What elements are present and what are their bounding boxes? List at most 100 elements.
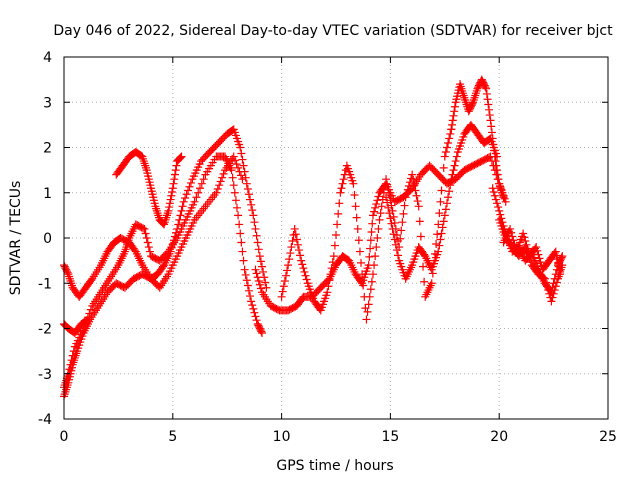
data-point bbox=[327, 264, 336, 273]
data-point bbox=[452, 152, 461, 161]
data-point bbox=[333, 220, 342, 229]
data-point bbox=[533, 246, 542, 255]
data-point bbox=[388, 224, 397, 233]
x-tick-label: 0 bbox=[60, 429, 69, 445]
data-point bbox=[428, 269, 437, 278]
data-point bbox=[409, 175, 418, 184]
data-point bbox=[240, 167, 249, 176]
data-point bbox=[404, 181, 413, 190]
data-point bbox=[496, 210, 505, 219]
data-point bbox=[521, 237, 530, 246]
data-point bbox=[382, 175, 391, 184]
data-point bbox=[184, 186, 193, 195]
data-point bbox=[366, 285, 375, 294]
data-point bbox=[250, 218, 259, 227]
data-point bbox=[228, 173, 237, 182]
data-point bbox=[434, 220, 443, 229]
x-tick-label: 10 bbox=[273, 429, 291, 445]
data-point bbox=[235, 220, 244, 229]
data-point bbox=[302, 275, 311, 284]
data-point bbox=[231, 196, 240, 205]
tick-labels: 0 5 10 15 20 25 -4 -3 -2 -1 0 1 2 3 4 bbox=[38, 50, 617, 445]
data-point bbox=[232, 203, 241, 212]
data-point bbox=[328, 258, 337, 267]
data-point bbox=[484, 100, 493, 109]
data-point bbox=[246, 195, 255, 204]
y-tick-label: -3 bbox=[38, 367, 52, 383]
data-point bbox=[329, 252, 338, 261]
data-point bbox=[253, 238, 262, 247]
data-point bbox=[257, 327, 266, 336]
data-point bbox=[337, 184, 346, 193]
data-point bbox=[499, 193, 508, 202]
data-point bbox=[490, 146, 499, 155]
data-point bbox=[440, 152, 449, 161]
data-point bbox=[438, 223, 447, 232]
data-point bbox=[332, 230, 340, 239]
y-axis-label: SDTVAR / TECUs bbox=[8, 181, 24, 296]
data-point bbox=[442, 143, 451, 152]
data-point bbox=[293, 240, 302, 249]
data-point bbox=[218, 173, 227, 182]
data-point bbox=[287, 243, 296, 252]
series-arc-8 bbox=[382, 120, 502, 283]
data-point bbox=[215, 181, 224, 190]
data-point bbox=[362, 315, 371, 324]
data-point bbox=[145, 247, 154, 256]
data-point bbox=[536, 258, 545, 267]
data-point bbox=[250, 308, 259, 317]
data-point bbox=[487, 128, 496, 137]
data-point bbox=[442, 199, 451, 208]
data-point bbox=[415, 217, 424, 226]
data-point bbox=[170, 232, 179, 241]
data-point bbox=[441, 205, 450, 214]
data-point bbox=[468, 99, 477, 108]
data-point bbox=[552, 278, 561, 287]
data-point bbox=[383, 180, 392, 189]
data-point bbox=[142, 234, 151, 242]
data-point bbox=[241, 270, 250, 279]
data-point bbox=[252, 316, 261, 325]
data-point bbox=[255, 280, 264, 289]
data-point bbox=[368, 270, 377, 279]
data-point bbox=[435, 209, 444, 218]
data-point bbox=[506, 224, 515, 233]
data-point bbox=[229, 152, 238, 161]
data-point bbox=[384, 203, 393, 212]
y-tick-label: 1 bbox=[43, 186, 52, 202]
data-point bbox=[509, 236, 518, 245]
data-point bbox=[522, 240, 531, 249]
data-point bbox=[236, 229, 245, 238]
data-point bbox=[281, 271, 290, 280]
y-tick-label: -1 bbox=[38, 276, 52, 292]
data-point bbox=[398, 218, 407, 227]
data-point bbox=[168, 240, 177, 249]
data-point bbox=[213, 184, 222, 193]
data-point bbox=[408, 170, 417, 179]
data-point bbox=[219, 169, 228, 178]
data-point bbox=[350, 191, 359, 200]
data-point bbox=[493, 199, 502, 208]
data-point bbox=[385, 209, 394, 218]
data-point bbox=[246, 292, 255, 301]
data-point bbox=[550, 286, 559, 295]
data-point bbox=[170, 170, 179, 179]
data-point bbox=[240, 265, 249, 274]
data-point bbox=[338, 179, 347, 188]
data-point bbox=[396, 234, 405, 243]
data-point bbox=[143, 238, 152, 247]
data-point bbox=[555, 266, 564, 275]
series-arc-11 bbox=[495, 215, 567, 306]
series-arc-3 bbox=[60, 125, 271, 401]
data-point bbox=[400, 201, 409, 210]
series-arc-9 bbox=[447, 75, 508, 202]
data-point bbox=[351, 202, 360, 211]
data-point bbox=[141, 229, 150, 238]
data-point bbox=[231, 156, 240, 165]
data-point bbox=[254, 245, 263, 254]
data-point bbox=[384, 185, 393, 194]
data-point bbox=[177, 206, 186, 215]
data-point bbox=[553, 258, 562, 267]
data-point bbox=[450, 161, 459, 170]
